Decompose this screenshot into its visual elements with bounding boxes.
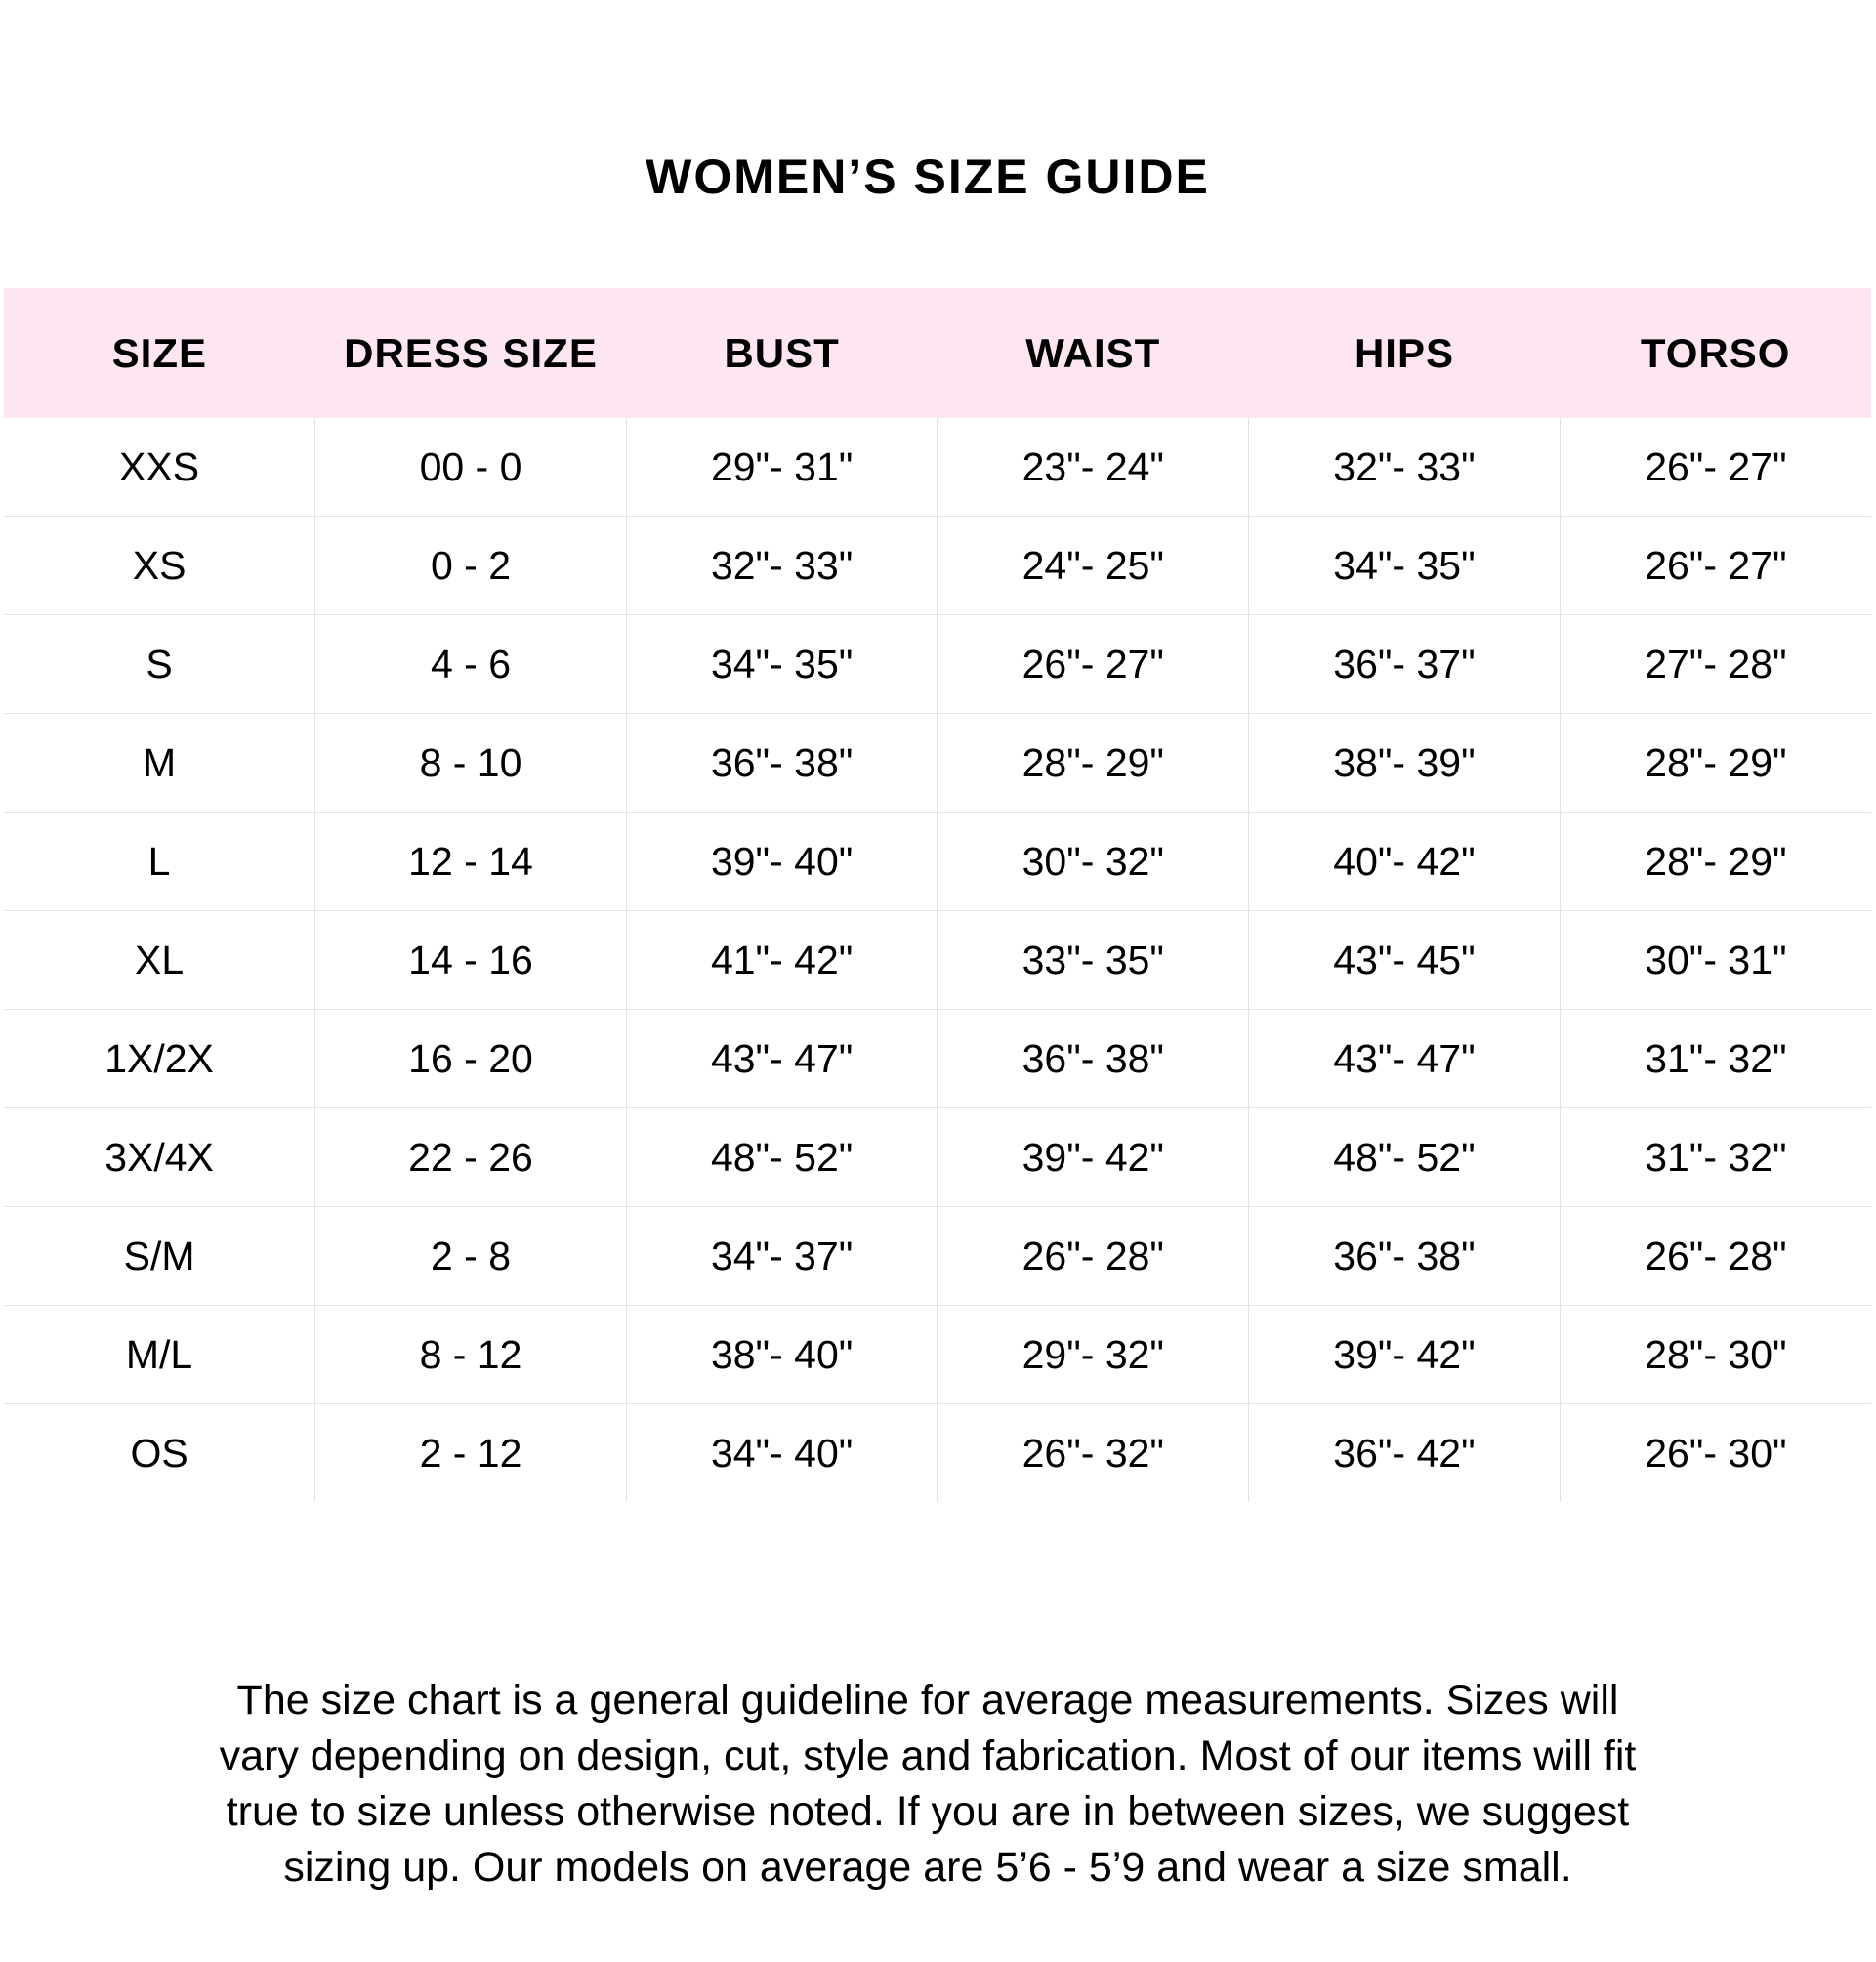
table-cell-dress-size: 00 - 0 [314,418,627,517]
column-header-torso: TORSO [1560,288,1871,418]
table-cell-hips: 38"- 39" [1248,713,1561,813]
table-cell-waist: 39"- 42" [937,1107,1249,1207]
table-cell-bust: 39"- 40" [625,812,938,911]
column-header-hips: HIPS [1248,288,1561,418]
table-cell-dress-size: 4 - 6 [314,614,627,714]
table-cell-hips: 48"- 52" [1248,1107,1561,1207]
table-cell-waist: 29"- 32" [937,1305,1249,1404]
table-cell-hips: 36"- 37" [1248,614,1561,714]
table-cell-bust: 29"- 31" [625,418,938,517]
table-cell-dress-size: 12 - 14 [314,812,627,911]
table-cell-hips: 34"- 35" [1248,516,1561,615]
table-cell-torso: 28"- 29" [1559,812,1871,911]
table-cell-hips: 43"- 45" [1248,910,1561,1010]
table-cell-bust: 34"- 35" [625,614,938,714]
table-row: XS 0 - 2 32"- 33" 24"- 25" 34"- 35" 26"- 27" [4,516,1871,615]
table-cell-torso: 30"- 31" [1559,910,1871,1010]
table-cell-waist: 30"- 32" [937,812,1249,911]
table-row: 1X/2X 16 - 20 43"- 47" 36"- 38" 43"- 47" 31"-… [4,1009,1871,1108]
table-cell-bust: 32"- 33" [625,516,938,615]
column-header-dress-size: DRESS SIZE [314,288,627,418]
table-cell-dress-size: 8 - 12 [314,1305,627,1404]
column-header-size: SIZE [4,288,315,418]
table-cell-size: 1X/2X [4,1009,315,1108]
table-cell-torso: 27"- 28" [1559,614,1871,714]
table-row: M/L 8 - 12 38"- 40" 29"- 32" 39"- 42" 28"- 30… [4,1305,1871,1404]
table-header-row: SIZE DRESS SIZE BUST WAIST HIPS TORSO [4,288,1871,418]
table-cell-torso: 26"- 28" [1559,1206,1871,1306]
table-cell-torso: 28"- 30" [1559,1305,1871,1404]
table-cell-bust: 38"- 40" [625,1305,938,1404]
table-cell-size: S/M [4,1206,315,1306]
table-cell-dress-size: 22 - 26 [314,1107,627,1207]
table-cell-bust: 34"- 40" [625,1403,938,1502]
table-cell-bust: 48"- 52" [625,1107,938,1207]
table-cell-waist: 36"- 38" [937,1009,1249,1108]
table-cell-bust: 36"- 38" [625,713,938,813]
table-row: 3X/4X 22 - 26 48"- 52" 39"- 42" 48"- 52" 31"-… [4,1107,1871,1207]
table-cell-size: 3X/4X [4,1107,315,1207]
table-cell-torso: 31"- 32" [1559,1009,1871,1108]
table-cell-size: XXS [4,418,315,517]
size-table: SIZE DRESS SIZE BUST WAIST HIPS TORSO XXS 00 -… [4,288,1871,1502]
table-cell-torso: 28"- 29" [1559,713,1871,813]
table-cell-size: S [4,614,315,714]
column-header-bust: BUST [626,288,938,418]
table-cell-dress-size: 2 - 12 [314,1403,627,1502]
table-cell-bust: 43"- 47" [625,1009,938,1108]
table-cell-hips: 43"- 47" [1248,1009,1561,1108]
table-cell-size: OS [130,1430,188,1476]
table-cell-hips: 40"- 42" [1248,812,1561,911]
table-row: XXS 00 - 0 29"- 31" 23"- 24" 32"- 33" 26"- 27… [4,418,1871,517]
size-guide-note: The size chart is a general guideline fo… [219,1677,1637,1891]
table-body: XXS 00 - 0 29"- 31" 23"- 24" 32"- 33" 26"- 27… [4,418,1871,1502]
table-cell-dress-size: 16 - 20 [314,1009,627,1108]
table-cell-dress-size: 8 - 10 [314,713,627,813]
table-cell-waist: 26"- 32" [937,1403,1249,1502]
table-cell-waist: 24"- 25" [937,516,1249,615]
table-cell-hips: 36"- 42" [1248,1403,1561,1502]
table-cell-waist: 26"- 28" [937,1206,1249,1306]
table-cell-hips: 32"- 33" [1248,418,1561,517]
table-cell-size: XL [4,910,315,1010]
table-cell-waist: 33"- 35" [937,910,1249,1010]
table-cell-dress-size: 14 - 16 [314,910,627,1010]
table-cell-torso: 26"- 30" [1559,1403,1871,1502]
table-cell-size: L [4,812,315,911]
column-header-waist: WAIST [937,288,1249,418]
table-cell-torso: 31"- 32" [1559,1107,1871,1207]
table-row: OS 2 - 12 34"- 40" 26"- 32" 36"- 42" 26"- 30" [4,1403,1871,1502]
table-cell-hips: 36"- 38" [1248,1206,1561,1306]
table-cell-dress-size: 0 - 2 [314,516,627,615]
table-cell-size: M/L [4,1305,315,1404]
table-cell-dress-size: 2 - 8 [314,1206,627,1306]
table-cell-size: XS [4,516,315,615]
table-cell-size: M [4,713,315,813]
table-row: S/M 2 - 8 34"- 37" 26"- 28" 36"- 38" 26"- 28" [4,1206,1871,1306]
page-title: WOMEN’S SIZE GUIDE [646,148,1210,204]
table-cell-waist: 26"- 27" [937,614,1249,714]
table-cell-bust: 34"- 37" [625,1206,938,1306]
table-cell-waist: 28"- 29" [937,713,1249,813]
table-cell-waist: 23"- 24" [937,418,1249,517]
table-cell-hips: 39"- 42" [1248,1305,1561,1404]
table-cell-torso: 26"- 27" [1559,418,1871,517]
table-row: XL 14 - 16 41"- 42" 33"- 35" 43"- 45" 30"- 31… [4,910,1871,1010]
table-row: L 12 - 14 39"- 40" 30"- 32" 40"- 42" 28"- 29" [4,812,1871,911]
table-cell-bust: 41"- 42" [625,910,938,1010]
table-cell-torso: 26"- 27" [1559,516,1871,615]
